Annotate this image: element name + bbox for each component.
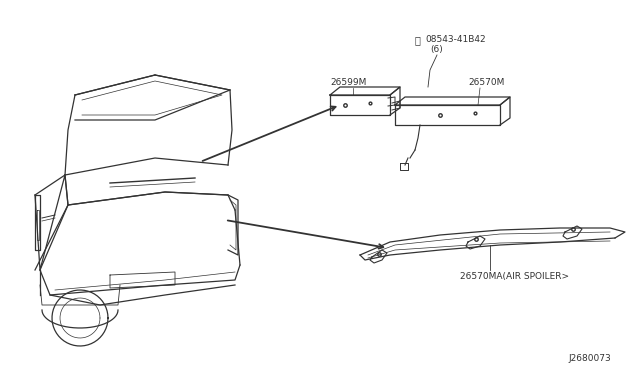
Text: 26599M: 26599M xyxy=(330,78,366,87)
Text: 08543-41B42: 08543-41B42 xyxy=(425,35,486,44)
Text: J2680073: J2680073 xyxy=(568,354,611,363)
Text: 26570MA(AIR SPOILER>: 26570MA(AIR SPOILER> xyxy=(460,272,569,281)
Text: (6): (6) xyxy=(430,45,443,54)
Text: 26570M: 26570M xyxy=(468,78,504,87)
Text: Ⓢ: Ⓢ xyxy=(415,35,421,45)
